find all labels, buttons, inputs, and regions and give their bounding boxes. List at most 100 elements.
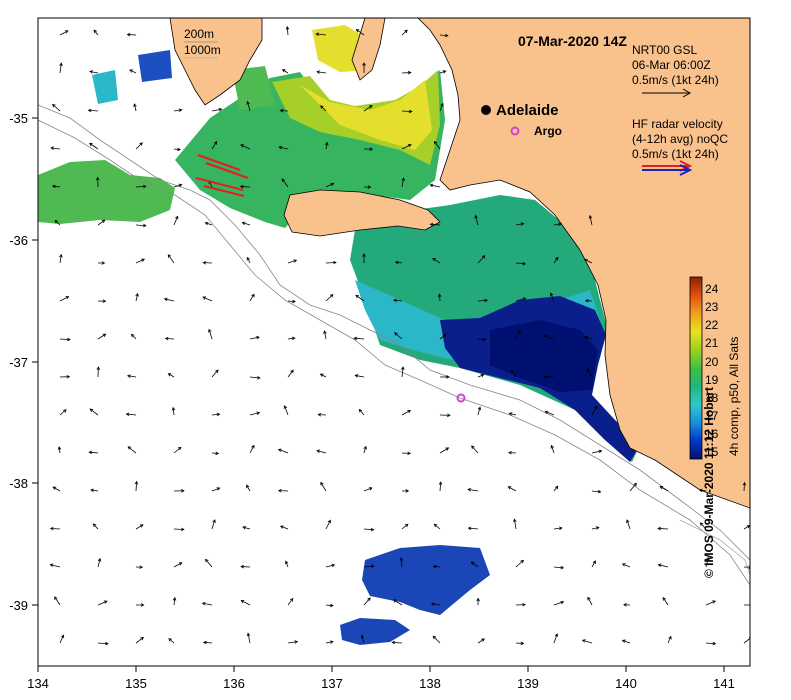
sst-offshore-patch-small — [340, 618, 410, 645]
velocity-arrow — [363, 597, 371, 606]
velocity-arrowhead — [57, 446, 62, 450]
velocity-arrow — [97, 600, 108, 606]
velocity-arrow — [173, 597, 176, 606]
velocity-arrow — [168, 638, 175, 644]
velocity-arrowhead — [290, 369, 294, 374]
velocity-arrow — [93, 523, 99, 530]
velocity-arrow — [59, 409, 67, 416]
hf-radar-vectors — [195, 154, 249, 197]
velocity-arrow — [89, 451, 99, 454]
velocity-arrowhead — [507, 486, 512, 490]
velocity-arrowhead — [246, 484, 250, 489]
velocity-arrow — [127, 375, 137, 378]
velocity-arrowhead — [242, 526, 247, 530]
velocity-arrow — [88, 109, 99, 112]
velocity-arrow — [211, 141, 218, 150]
velocity-arrowhead — [369, 147, 374, 151]
velocity-arrow — [508, 486, 517, 492]
velocity-arrowhead — [554, 633, 559, 637]
velocity-arrow — [591, 490, 601, 493]
velocity-arrowhead — [393, 298, 397, 303]
velocity-arrowhead — [484, 298, 489, 303]
velocity-arrow — [50, 564, 61, 568]
velocity-arrow — [553, 223, 562, 226]
velocity-arrow — [477, 638, 485, 644]
velocity-arrow — [211, 487, 220, 492]
velocity-arrow — [93, 29, 99, 36]
x-tick-label: 141 — [713, 676, 735, 691]
velocity-arrow — [363, 528, 374, 531]
velocity-arrowhead — [370, 527, 375, 532]
velocity-arrowhead — [329, 603, 334, 608]
plot-frame — [37, 17, 751, 667]
adelaide-marker — [481, 105, 491, 115]
velocity-arrowhead — [178, 183, 183, 188]
land — [169, 18, 750, 509]
velocity-arrow — [173, 148, 181, 150]
velocity-arrow — [203, 641, 213, 644]
velocity-arrowhead — [142, 184, 147, 189]
velocity-arrowhead — [543, 374, 547, 379]
velocity-arrow — [89, 71, 99, 74]
velocity-arrow — [165, 338, 175, 340]
velocity-arrow — [287, 598, 294, 606]
velocity-arrowhead — [319, 373, 324, 377]
velocity-arrowhead — [480, 373, 485, 378]
velocity-arrow — [591, 406, 598, 416]
velocity-arrowhead — [470, 561, 475, 565]
velocity-arrowhead — [331, 563, 336, 568]
velocity-arrow — [658, 528, 669, 530]
velocity-arrow — [430, 223, 441, 226]
velocity-arrow — [363, 565, 374, 568]
velocity-arrow — [249, 376, 260, 379]
colorbar-tick: 21 — [705, 336, 719, 350]
velocity-arrowhead — [699, 522, 704, 526]
velocity-arrowhead — [129, 69, 133, 73]
velocity-arrow — [97, 642, 108, 645]
x-tick-labels: 134 135 136 137 138 139 140 141 — [27, 676, 735, 691]
velocity-arrowhead — [278, 145, 283, 150]
velocity-arrow — [477, 255, 486, 264]
velocity-arrowhead — [595, 526, 600, 530]
velocity-arrow — [515, 330, 521, 340]
velocity-arrow — [135, 142, 143, 150]
velocity-arrow — [325, 641, 334, 644]
velocity-arrowhead — [294, 640, 299, 644]
velocity-arrow — [97, 333, 106, 340]
depth-legend: 200m 1000m — [184, 27, 221, 59]
velocity-arrow — [363, 105, 373, 112]
velocity-arrowhead — [474, 214, 478, 219]
velocity-arrowhead — [327, 519, 331, 524]
velocity-arrowhead — [256, 411, 261, 415]
velocity-arrowhead — [333, 260, 337, 265]
velocity-arrowhead — [407, 144, 412, 148]
velocity-arrow — [432, 258, 441, 264]
velocity-arrow — [587, 597, 593, 606]
velocity-arrow — [401, 29, 408, 36]
hf-line2: (4-12h avg) noQC — [632, 132, 728, 146]
velocity-arrowhead — [52, 103, 56, 108]
velocity-arrow — [173, 109, 182, 112]
velocity-arrowhead — [558, 526, 563, 531]
velocity-arrowhead — [315, 32, 320, 36]
velocity-arrowhead — [139, 142, 143, 146]
velocity-arrowhead — [251, 444, 255, 449]
velocity-arrow — [358, 409, 365, 416]
velocity-arrow — [743, 525, 750, 530]
velocity-arrow — [325, 262, 337, 264]
velocity-arrow — [743, 637, 750, 644]
velocity-arrow — [129, 69, 137, 74]
velocity-arrow — [247, 633, 251, 644]
velocity-arrowhead — [362, 62, 366, 66]
velocity-arrowhead — [289, 597, 294, 602]
velocity-arrowhead — [407, 451, 412, 456]
velocity-arrow — [430, 184, 441, 188]
velocity-arrow — [89, 408, 99, 416]
x-axis — [37, 666, 725, 672]
velocity-arrow — [401, 144, 412, 150]
velocity-arrowhead — [583, 335, 588, 340]
velocity-arrowhead — [212, 519, 216, 523]
velocity-arrow — [211, 519, 216, 530]
velocity-arrowhead — [445, 447, 450, 451]
velocity-arrowhead — [101, 261, 106, 265]
